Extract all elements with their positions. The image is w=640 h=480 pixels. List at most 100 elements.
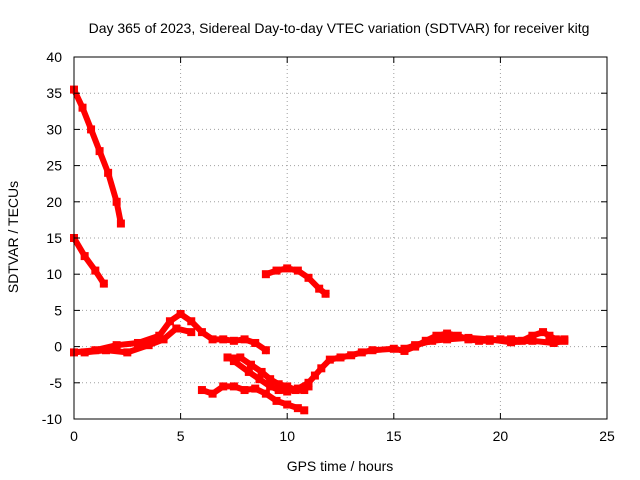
data-point xyxy=(144,341,153,350)
data-point xyxy=(283,264,292,273)
data-point xyxy=(219,335,228,344)
data-point xyxy=(293,404,302,413)
data-point xyxy=(283,387,292,396)
data-point xyxy=(91,266,100,275)
data-point xyxy=(321,289,330,298)
series-track-8 xyxy=(400,334,568,353)
data-point xyxy=(244,367,253,376)
data-point xyxy=(528,331,537,340)
y-tick-label: 5 xyxy=(54,302,62,318)
plot-frame xyxy=(73,56,608,420)
data-point xyxy=(133,338,142,347)
data-point xyxy=(304,378,313,387)
data-point xyxy=(283,400,292,409)
data-point xyxy=(507,338,516,347)
y-tick-label: -5 xyxy=(50,375,63,391)
data-point xyxy=(443,329,452,338)
data-point xyxy=(545,331,554,340)
data-point xyxy=(112,197,121,206)
y-tick-label: 25 xyxy=(46,158,62,174)
data-point xyxy=(197,328,206,337)
data-point xyxy=(300,406,309,415)
data-point xyxy=(336,353,345,362)
chart-title: Day 365 of 2023, Sidereal Day-to-day VTE… xyxy=(89,20,590,36)
data-point xyxy=(208,389,217,398)
x-tick-label: 15 xyxy=(386,428,402,444)
data-point xyxy=(274,386,283,395)
data-point xyxy=(539,328,548,337)
data-point xyxy=(251,384,260,393)
data-point xyxy=(549,338,558,347)
series-layer xyxy=(69,85,569,415)
data-point xyxy=(293,266,302,275)
y-tick-label: -10 xyxy=(42,411,62,427)
data-point xyxy=(223,353,232,362)
data-point xyxy=(208,335,217,344)
y-axis-title: SDTVAR / TECUs xyxy=(5,181,21,293)
data-point xyxy=(219,382,228,391)
axis-ticks: 0 5 10 15 20 25 -10 -5 0 5 10 15 20 25 30 35 40 xyxy=(42,49,615,444)
y-tick-label: 35 xyxy=(46,85,62,101)
data-point xyxy=(240,386,249,395)
data-point xyxy=(95,147,104,156)
data-point xyxy=(159,335,168,344)
data-point xyxy=(400,344,409,353)
data-point xyxy=(80,348,89,357)
data-point xyxy=(229,336,238,345)
data-point xyxy=(274,380,283,389)
data-point xyxy=(99,279,108,288)
data-point xyxy=(389,344,398,353)
data-point xyxy=(176,310,185,319)
data-point xyxy=(155,331,164,340)
data-point xyxy=(246,360,255,369)
series-track-2 xyxy=(69,233,108,288)
y-tick-label: 30 xyxy=(46,121,62,137)
data-point xyxy=(315,284,324,293)
data-point xyxy=(304,273,313,282)
data-point xyxy=(80,252,89,261)
data-point xyxy=(101,346,110,355)
data-point xyxy=(78,103,87,112)
x-tick-label: 10 xyxy=(279,428,295,444)
data-point xyxy=(266,375,275,384)
x-tick-label: 20 xyxy=(493,428,509,444)
y-tick-label: 20 xyxy=(46,194,62,210)
y-tick-label: 15 xyxy=(46,230,62,246)
data-point xyxy=(560,336,569,345)
data-point xyxy=(411,341,420,350)
x-tick-label: 0 xyxy=(70,428,78,444)
x-tick-label: 25 xyxy=(599,428,615,444)
data-point xyxy=(272,266,281,275)
data-point xyxy=(317,364,326,373)
data-point xyxy=(357,348,366,357)
data-point xyxy=(112,341,121,350)
data-point xyxy=(272,396,281,405)
data-point xyxy=(485,335,494,344)
data-point xyxy=(310,371,319,380)
data-point xyxy=(261,346,270,355)
data-point xyxy=(443,335,452,344)
data-point xyxy=(283,382,292,391)
data-point xyxy=(368,346,377,355)
data-point xyxy=(165,317,174,326)
y-tick-label: 40 xyxy=(46,49,62,65)
y-tick-label: 10 xyxy=(46,266,62,282)
x-tick-label: 5 xyxy=(177,428,185,444)
data-point xyxy=(428,336,437,345)
grid xyxy=(74,57,607,419)
data-point xyxy=(87,125,96,134)
data-point xyxy=(261,270,270,279)
data-point xyxy=(464,333,473,342)
data-point xyxy=(172,324,181,333)
data-point xyxy=(300,386,309,395)
data-point xyxy=(240,335,249,344)
data-point xyxy=(255,375,264,384)
data-point xyxy=(116,219,125,228)
data-point xyxy=(432,331,441,340)
data-point xyxy=(261,389,270,398)
data-point xyxy=(528,336,537,345)
data-point xyxy=(229,382,238,391)
data-point xyxy=(229,357,238,366)
data-point xyxy=(236,353,245,362)
